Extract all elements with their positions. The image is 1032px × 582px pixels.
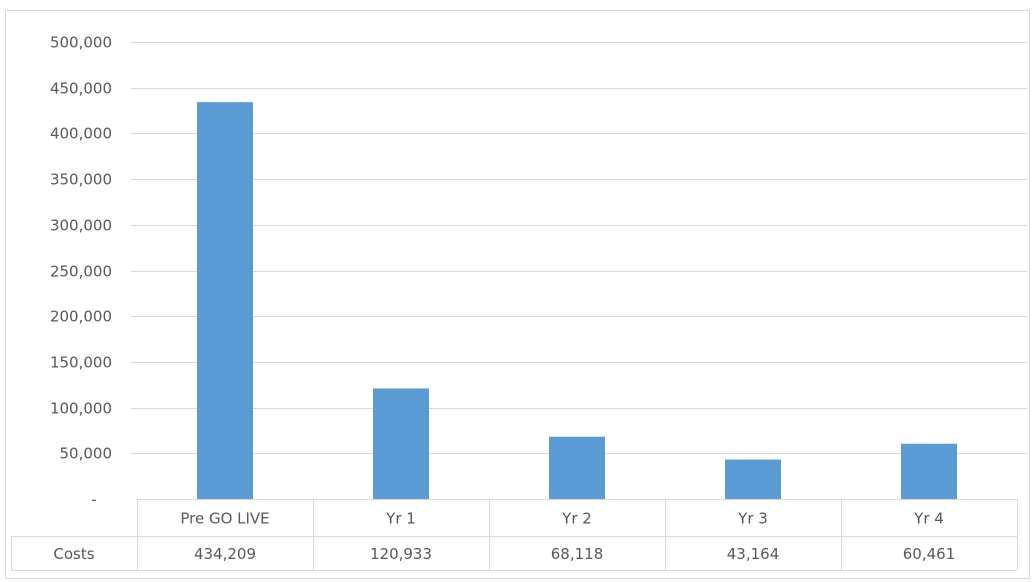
data-table-value: 43,164 [727, 545, 780, 563]
y-tick-label: - [91, 491, 96, 509]
y-tick-label: 500,000 [50, 34, 112, 52]
y-tick-label: 100,000 [50, 400, 112, 418]
y-tick-label: 200,000 [50, 308, 112, 326]
chart-frame: - 50,000 100,000 150,000 200,000 250,000 300,0… [5, 10, 1030, 579]
bar [373, 388, 429, 499]
data-table: Pre GO LIVE Yr 1 Yr 2 Yr 3 Yr 4 Costs 434,209 1… [11, 499, 1018, 571]
y-tick-label: 150,000 [50, 354, 112, 372]
bar [901, 443, 957, 499]
bar [725, 459, 781, 499]
bar [549, 436, 605, 499]
gridlines [131, 42, 1027, 454]
x-tick-label: Yr 4 [913, 510, 944, 528]
y-tick-label: 400,000 [50, 125, 112, 143]
x-tick-label: Yr 2 [561, 510, 592, 528]
data-table-value: 120,933 [370, 545, 432, 563]
y-tick-label: 250,000 [50, 263, 112, 281]
x-tick-label: Yr 3 [737, 510, 768, 528]
y-tick-label: 50,000 [60, 445, 113, 463]
y-tick-label: 450,000 [50, 80, 112, 98]
data-table-value: 434,209 [194, 545, 256, 563]
x-tick-label: Pre GO LIVE [180, 510, 269, 528]
data-table-value: 68,118 [551, 545, 604, 563]
bar [197, 102, 253, 500]
x-tick-label: Yr 1 [385, 510, 416, 528]
bar-chart: - 50,000 100,000 150,000 200,000 250,000 300,0… [11, 34, 1027, 571]
y-tick-label: 350,000 [50, 171, 112, 189]
bars [197, 102, 957, 500]
y-tick-label: 300,000 [50, 217, 112, 235]
y-axis-tick-labels: - 50,000 100,000 150,000 200,000 250,000 300,0… [50, 34, 112, 509]
series-label: Costs [53, 545, 94, 563]
data-table-value: 60,461 [903, 545, 956, 563]
